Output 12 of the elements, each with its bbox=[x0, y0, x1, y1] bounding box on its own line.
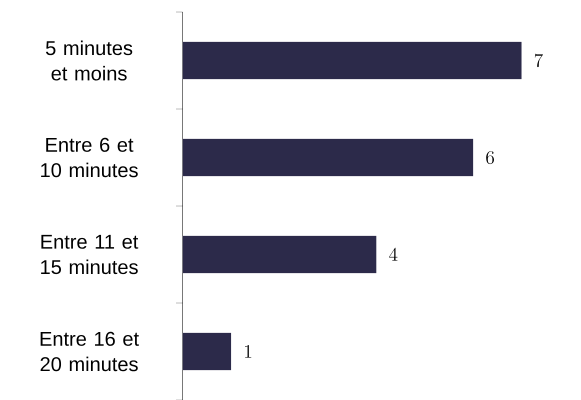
data-label: 4 bbox=[389, 248, 398, 261]
data-label: 7 bbox=[534, 54, 543, 68]
data-label: 6 bbox=[486, 150, 494, 164]
bar bbox=[182, 332, 232, 370]
y-tick-label: Entre 11 et 15 minutes bbox=[41, 234, 138, 274]
bar bbox=[182, 42, 522, 80]
bar bbox=[182, 138, 474, 176]
data-label: 1 bbox=[245, 344, 252, 358]
y-tick-label: 5 minutes et moins bbox=[46, 40, 132, 81]
bar bbox=[182, 236, 376, 274]
y-tick-label: Entre 6 et 10 minutes bbox=[41, 138, 138, 178]
y-tick-label: Entre 16 et 20 minutes bbox=[40, 332, 139, 372]
